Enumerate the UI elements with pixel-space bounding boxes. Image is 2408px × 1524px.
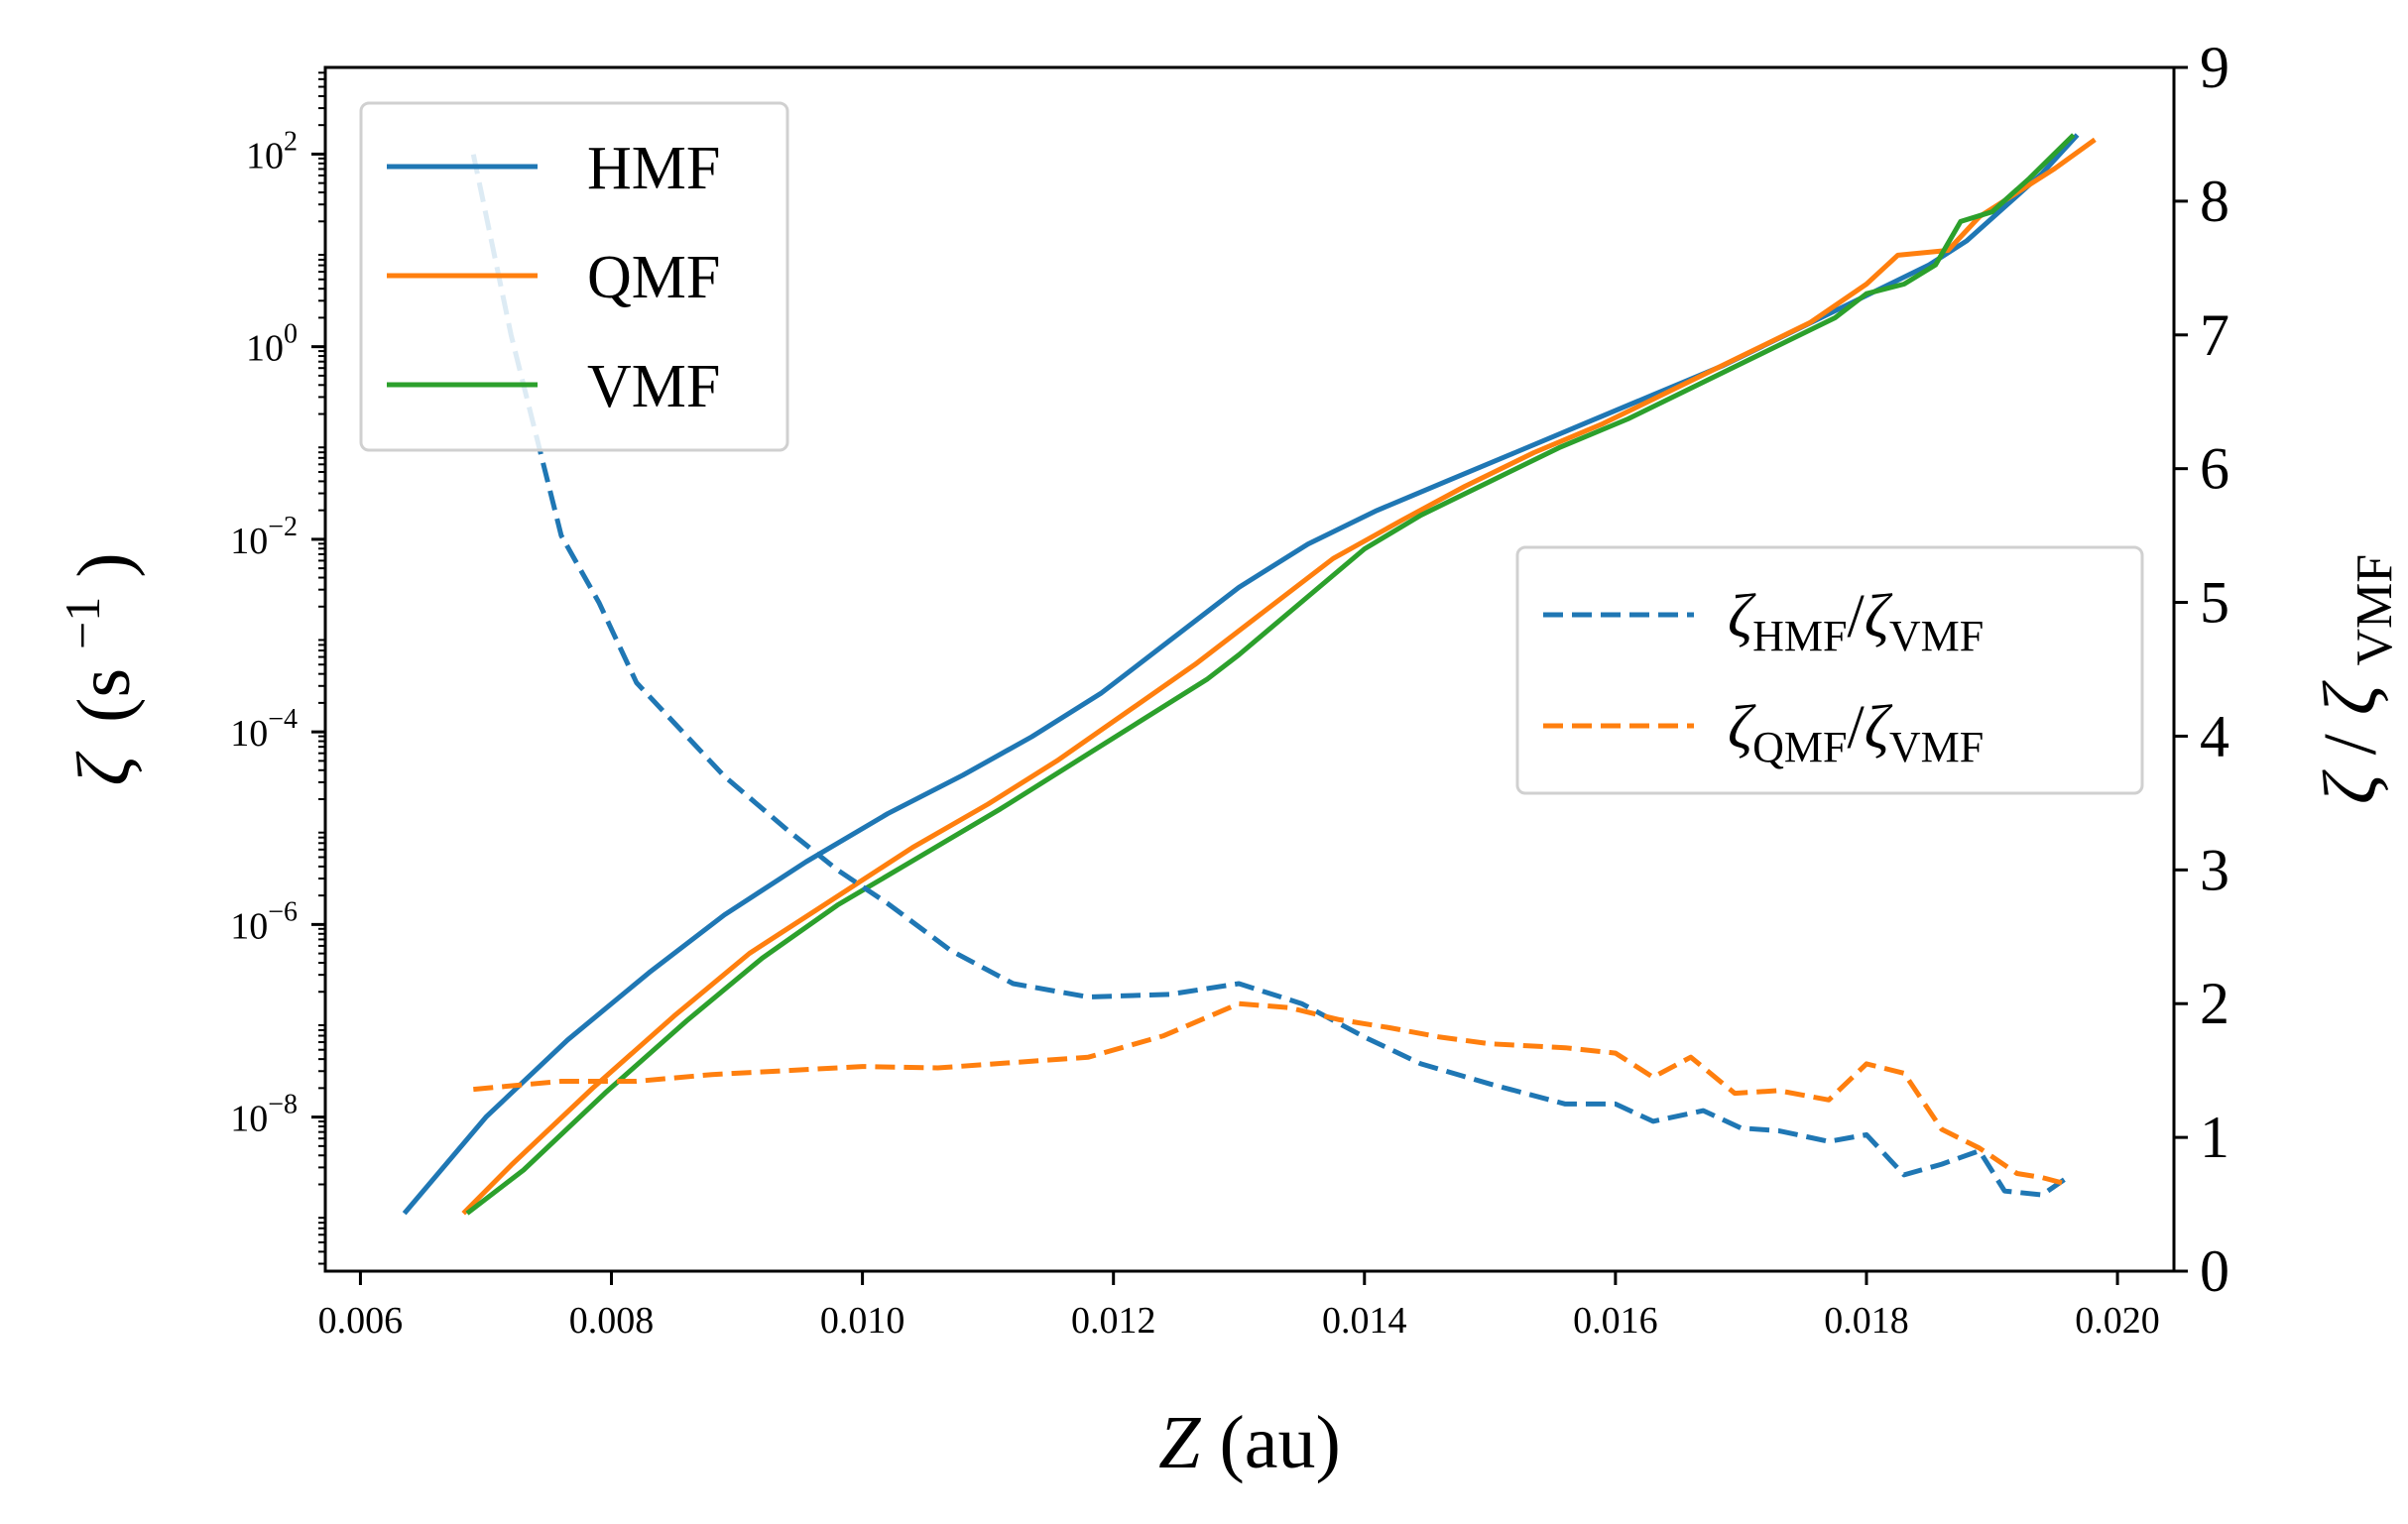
x-tick-label: 0.006: [318, 1300, 404, 1342]
legend-upper-left: HMF QMF VMF: [359, 101, 789, 452]
left-tick-label: 10−4: [230, 704, 298, 755]
right-tick-label: 7: [2200, 302, 2229, 368]
plot-frame: [323, 65, 2176, 1273]
right-axis-label-slash: /: [2309, 733, 2392, 755]
left-tick-label: 10−2: [230, 512, 298, 562]
left-tick-label: 10−6: [230, 896, 298, 947]
right-tick-label: 3: [2200, 837, 2229, 902]
right-tick-label: 2: [2200, 971, 2229, 1036]
x-tick-label: 0.008: [569, 1300, 655, 1342]
series-line-hmf: [402, 133, 2080, 1216]
plot-lines: [402, 133, 2097, 1216]
x-tick-label: 0.020: [2075, 1300, 2160, 1342]
legend-den-sub: VMF: [1889, 612, 1984, 660]
left-tick-label: 100: [246, 319, 298, 370]
series-line-hmf-ratio: [470, 154, 2069, 1198]
right-axis-label: ζ / ζ VMF: [2309, 554, 2403, 804]
left-tick-label-base: 10: [230, 521, 268, 562]
x-tick-label: 0.012: [1071, 1300, 1156, 1342]
left-tick-label-base: 10: [230, 713, 268, 755]
right-tick-label: 0: [2200, 1238, 2229, 1304]
legend-upper-frame: [359, 101, 789, 452]
left-tick-label-exponent: −2: [268, 512, 298, 542]
left-tick-label-exponent: 2: [284, 126, 298, 157]
left-axis-label-close: ): [62, 552, 146, 577]
left-tick-label-exponent: −4: [268, 704, 298, 735]
legend-num: ζ: [1728, 583, 1756, 650]
legend-label: VMF: [587, 353, 720, 420]
left-axis-label-symbol: ζ: [62, 751, 146, 786]
legend-label: QMF: [587, 244, 720, 311]
legend-num-sub: QMF: [1752, 723, 1847, 771]
x-axis-label: Z (au): [1158, 1401, 1341, 1484]
x-axis-ticks: 0.006 0.008 0.010 0.012 0.014 0.016 0.018 0.020: [318, 1271, 2160, 1342]
series-line-qmf-ratio: [473, 1000, 2069, 1187]
x-tick-label: 0.016: [1573, 1300, 1658, 1342]
left-tick-label-base: 10: [230, 905, 268, 947]
left-tick-label-base: 10: [246, 135, 284, 176]
left-axis-label: ζ (s −1 ): [33, 552, 146, 785]
legend-den: ζ: [1865, 694, 1893, 762]
legend-slash: /: [1847, 694, 1865, 762]
right-axis-label-numerator: ζ: [2309, 768, 2392, 804]
legend-den-sub: VMF: [1889, 723, 1984, 771]
x-tick-label: 0.010: [820, 1300, 905, 1342]
legend-right-frame: [1515, 545, 2144, 795]
x-tick-label: 0.014: [1322, 1300, 1407, 1342]
left-axis-label-exponent: −1: [55, 597, 110, 649]
legend-den: ζ: [1865, 583, 1893, 650]
left-axis-label-unit: (s: [62, 668, 146, 723]
left-tick-label: 10−8: [230, 1090, 298, 1140]
right-tick-label: 4: [2200, 703, 2229, 768]
right-axis-label-denominator: ζ: [2309, 679, 2392, 715]
right-tick-label: 6: [2200, 436, 2229, 502]
x-axis-label-symbol: Z: [1158, 1401, 1201, 1484]
legend-label: HMF: [587, 135, 720, 202]
legend-label: ζHMF/ζVMF: [1728, 583, 1984, 660]
left-tick-label-exponent: −6: [268, 896, 298, 927]
x-axis-label-unit: (au): [1219, 1401, 1340, 1484]
legend-slash: /: [1847, 583, 1865, 650]
series-line-qmf: [461, 137, 2097, 1216]
legend-label: ζQMF/ζVMF: [1728, 694, 1984, 771]
series-line-vmf: [465, 133, 2076, 1216]
legend-num-sub: HMF: [1752, 612, 1847, 660]
right-tick-label: 5: [2200, 570, 2229, 636]
legend-num: ζ: [1728, 694, 1756, 762]
right-axis-label-subscript: VMF: [2347, 554, 2403, 666]
left-tick-label-exponent: 0: [284, 319, 298, 350]
left-tick-label: 102: [246, 126, 298, 176]
left-tick-label-base: 10: [246, 328, 284, 370]
left-tick-label-base: 10: [230, 1099, 268, 1140]
right-axis-ticks: 0 1 2 3 4 5 6 7 8 9: [2174, 35, 2229, 1304]
right-tick-label: 9: [2200, 35, 2229, 100]
x-tick-label: 0.018: [1824, 1300, 1909, 1342]
left-tick-label-exponent: −8: [268, 1090, 298, 1120]
right-tick-label: 1: [2200, 1105, 2229, 1170]
right-tick-label: 8: [2200, 169, 2229, 234]
